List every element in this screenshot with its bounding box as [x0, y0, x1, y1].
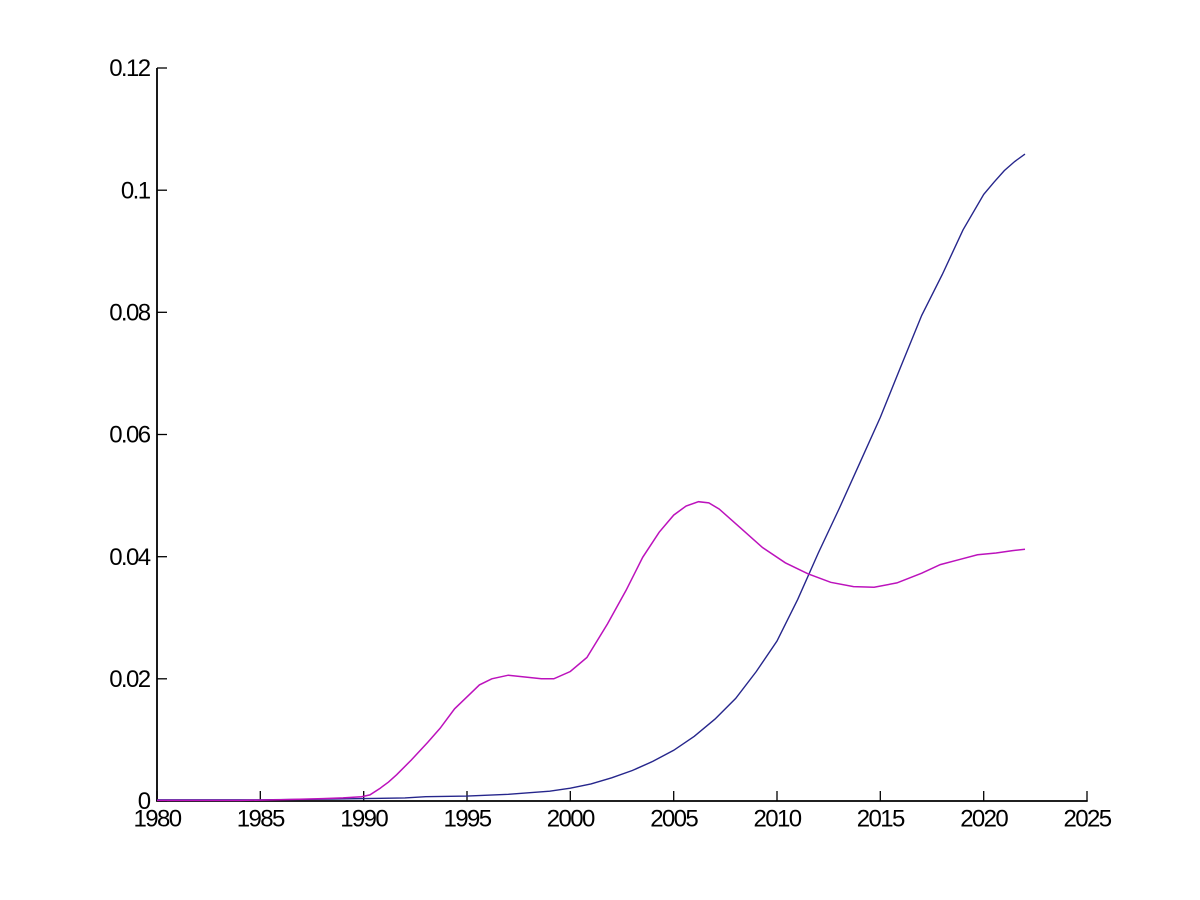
- svg-text:0.1: 0.1: [121, 177, 151, 204]
- svg-text:0.04: 0.04: [109, 544, 151, 571]
- svg-text:0.06: 0.06: [109, 422, 151, 449]
- svg-text:0: 0: [138, 788, 151, 815]
- svg-text:1995: 1995: [444, 806, 492, 833]
- svg-text:1980: 1980: [134, 806, 182, 833]
- svg-text:0.08: 0.08: [109, 300, 151, 327]
- svg-text:2000: 2000: [547, 806, 595, 833]
- svg-text:0.12: 0.12: [109, 55, 151, 82]
- svg-text:2020: 2020: [960, 806, 1008, 833]
- svg-text:2005: 2005: [650, 806, 698, 833]
- svg-text:1985: 1985: [237, 806, 285, 833]
- svg-text:2010: 2010: [754, 806, 802, 833]
- svg-text:2025: 2025: [1064, 806, 1112, 833]
- svg-text:2015: 2015: [857, 806, 905, 833]
- svg-text:0.02: 0.02: [109, 666, 151, 693]
- svg-text:1990: 1990: [340, 806, 388, 833]
